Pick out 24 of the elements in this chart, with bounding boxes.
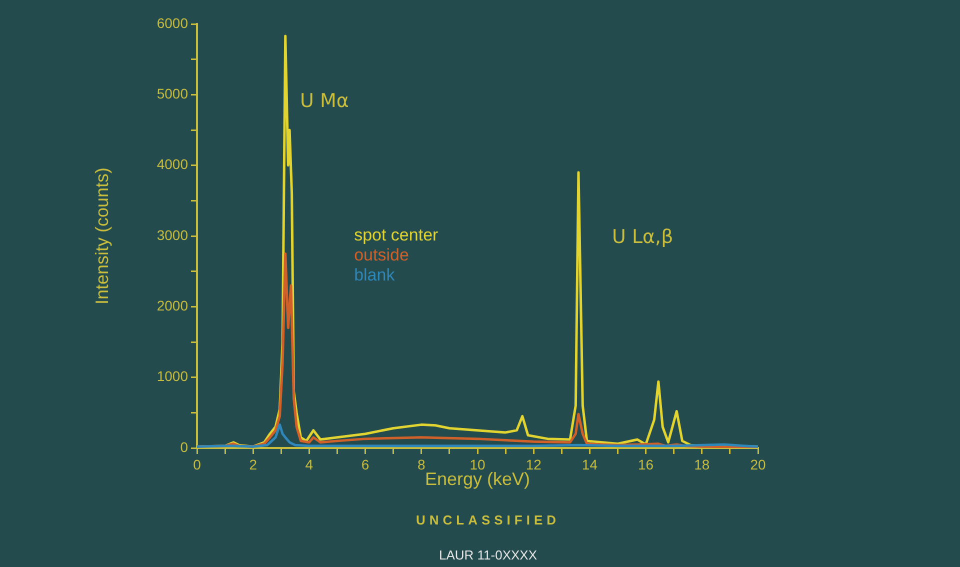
y-tick-label: 2000 xyxy=(156,298,188,314)
y-axis-title: Intensity (counts) xyxy=(92,167,112,305)
x-tick-label: 0 xyxy=(193,456,202,472)
x-tick-label: 18 xyxy=(694,456,710,472)
text: outside xyxy=(354,246,409,265)
annotation: U Mα xyxy=(300,90,349,112)
y-tick-label: 1000 xyxy=(156,368,188,384)
annotation: U Lα,β xyxy=(612,226,674,248)
x-tick-label: 4 xyxy=(305,456,314,472)
x-tick-label: 16 xyxy=(638,456,654,472)
y-tick-label: 6000 xyxy=(156,14,188,31)
y-tick-label: 3000 xyxy=(156,226,188,243)
text: blank xyxy=(354,266,396,285)
x-tick-label: 14 xyxy=(582,456,598,472)
text: spot center xyxy=(354,226,439,245)
text: LAUR 11-0XXXX xyxy=(438,548,538,563)
x-tick-label: 6 xyxy=(361,456,370,472)
x-tick-label: 20 xyxy=(750,456,766,472)
x-tick-label: 8 xyxy=(418,456,426,472)
x-tick-label: 2 xyxy=(249,456,258,472)
y-tick-label: 5000 xyxy=(156,86,188,102)
y-tick-label: 4000 xyxy=(156,156,188,172)
y-tick-label: 0 xyxy=(180,438,188,455)
text: UNCLASSIFIED xyxy=(416,512,560,528)
